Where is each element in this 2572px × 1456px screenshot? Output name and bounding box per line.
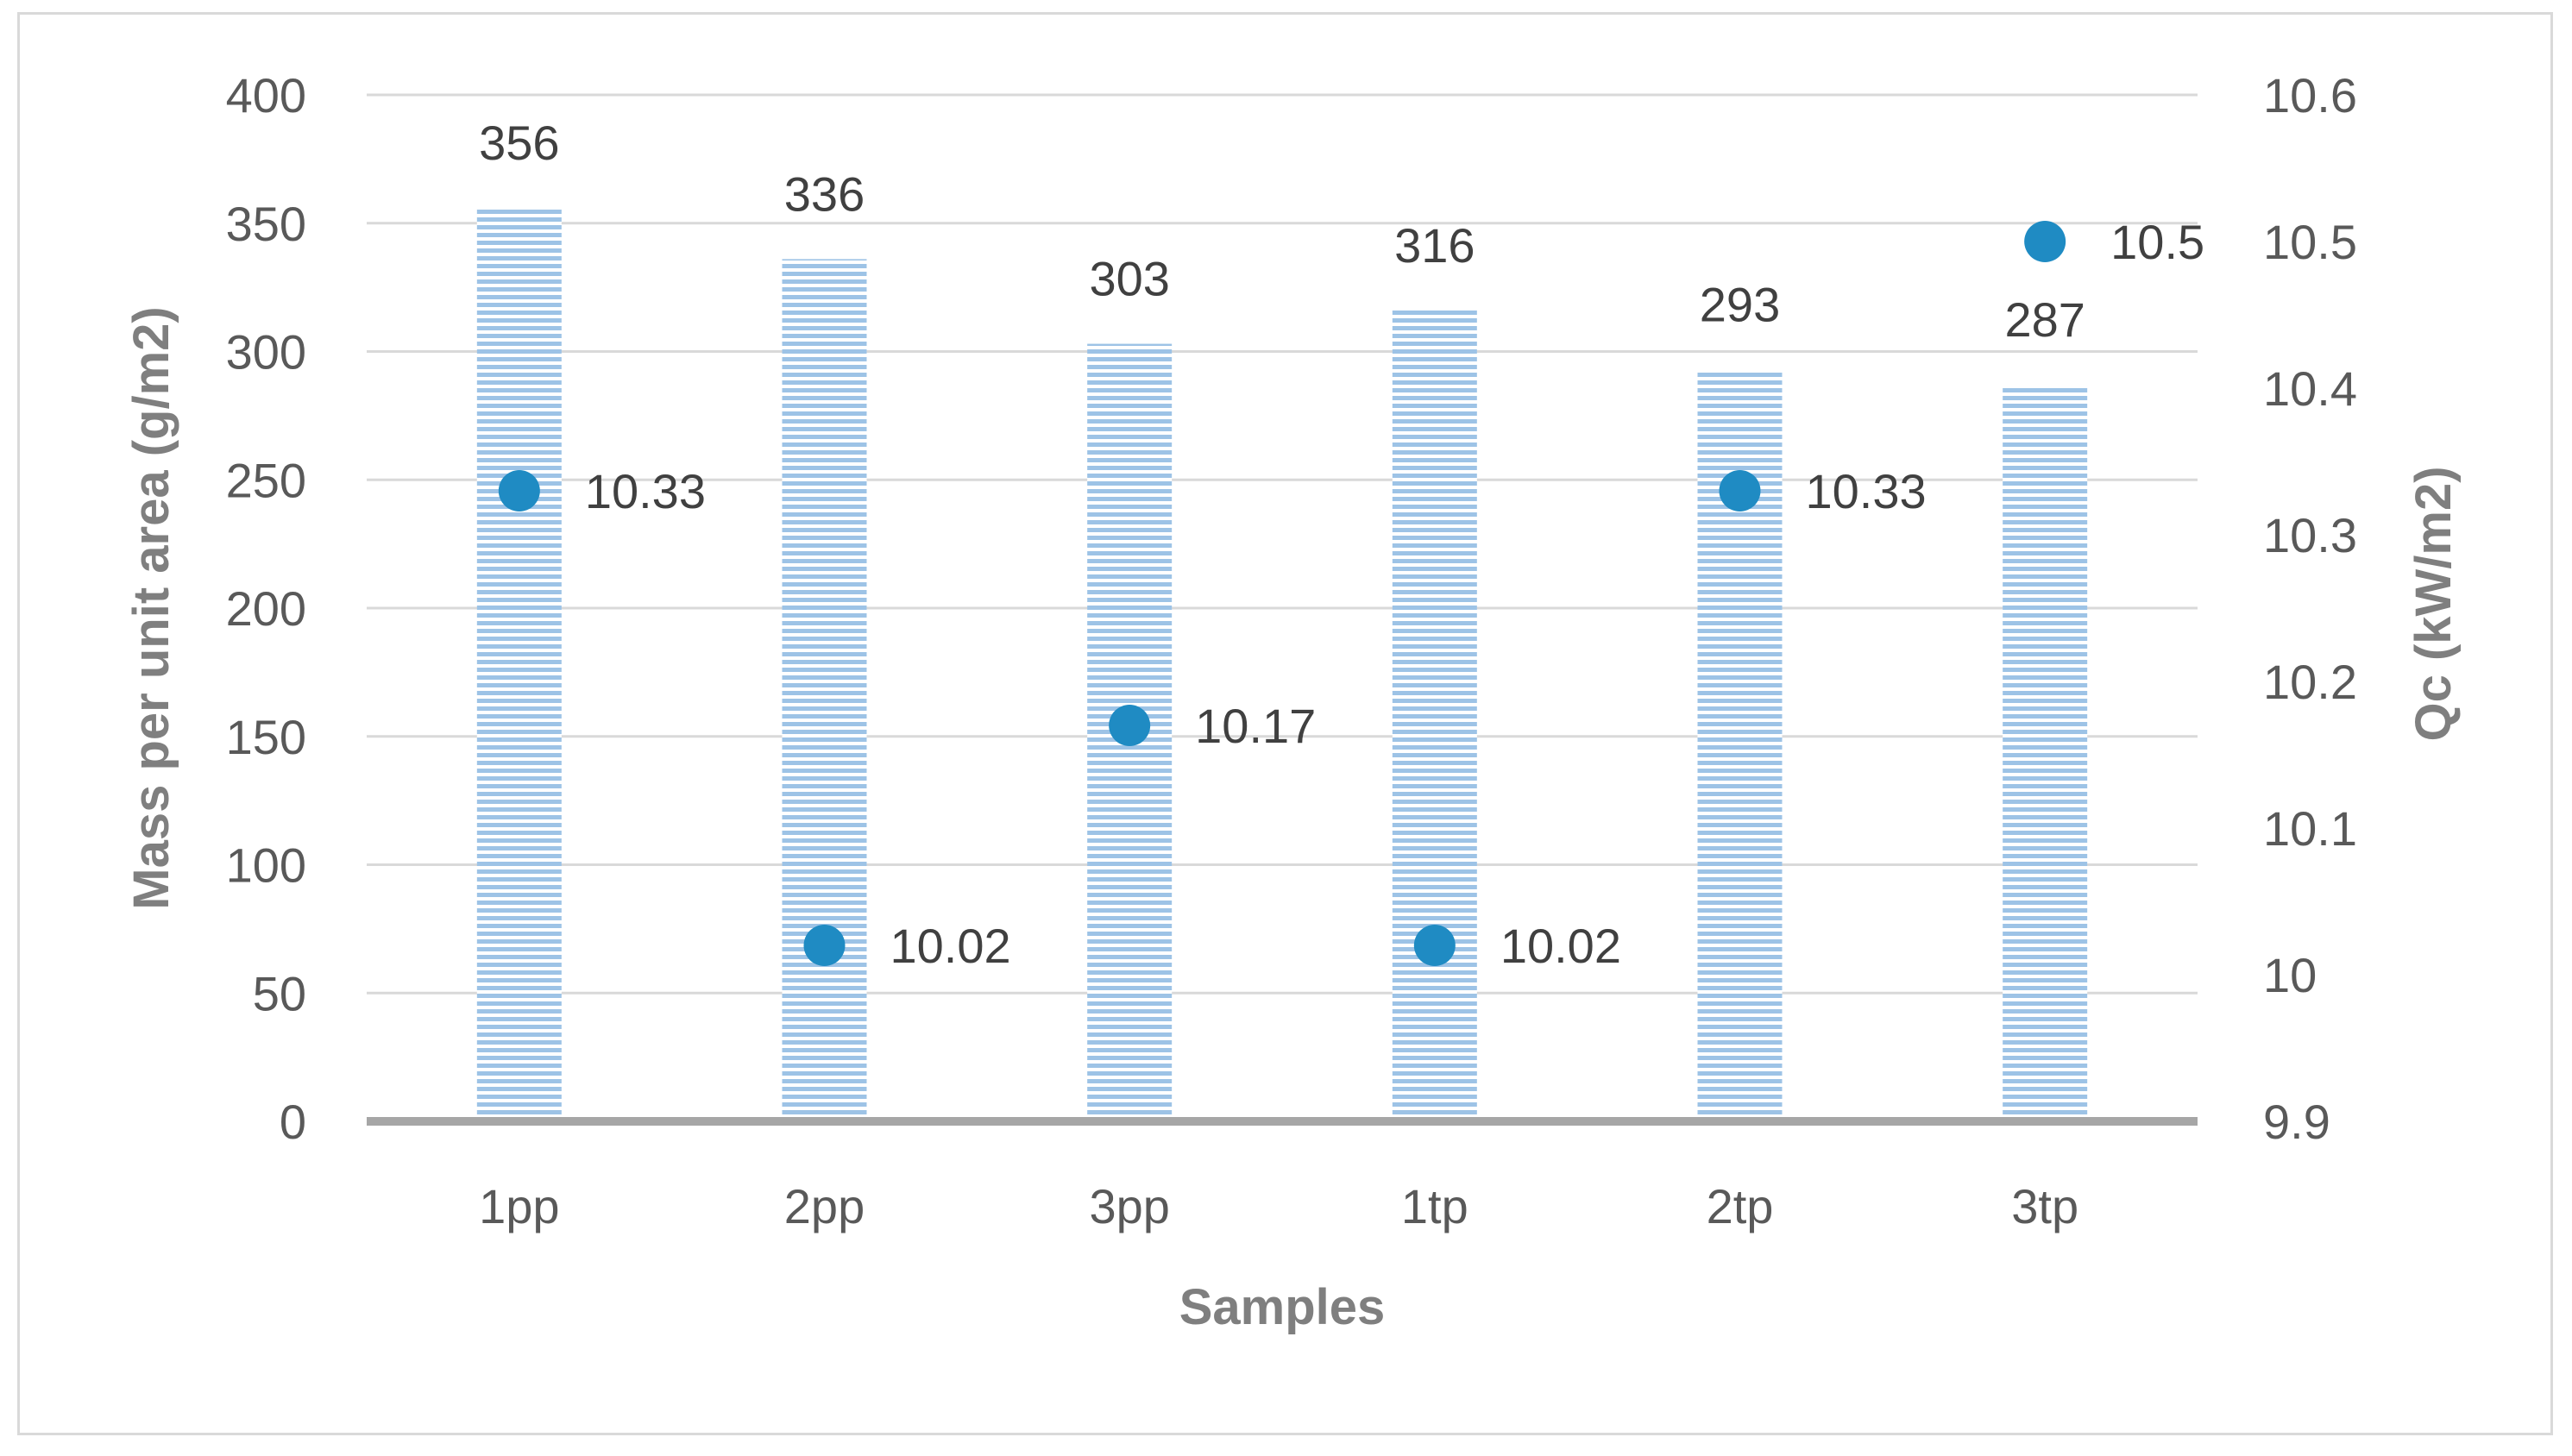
point-value-label: 10.02 <box>1500 919 1621 973</box>
y2-tick-label: 10.2 <box>2263 655 2357 709</box>
y-tick-label: 200 <box>226 581 306 636</box>
y-tick-label: 350 <box>226 197 306 251</box>
bar <box>476 207 562 1121</box>
y-tick-label: 0 <box>280 1095 306 1149</box>
point-value-label: 10.33 <box>585 464 706 518</box>
y2-tick-label: 10.4 <box>2263 361 2357 416</box>
scatter-point <box>2024 221 2066 262</box>
x-tick-label: 1tp <box>1401 1179 1468 1233</box>
y-axis-title: Mass per unit area (g/m2) <box>123 306 179 909</box>
scatter-point <box>1413 925 1456 966</box>
point-value-label: 10.17 <box>1195 699 1316 753</box>
y2-tick-label: 10.5 <box>2263 215 2357 269</box>
bar <box>782 259 867 1121</box>
bar-value-label: 293 <box>1700 277 1780 331</box>
y2-tick-label: 10.1 <box>2263 801 2357 856</box>
chart-frame <box>17 12 2553 1435</box>
bar-value-label: 316 <box>1394 218 1475 273</box>
scatter-point <box>1719 470 1761 511</box>
y-tick-label: 300 <box>226 325 306 380</box>
y2-tick-label: 10.3 <box>2263 508 2357 562</box>
y-tick-label: 150 <box>226 710 306 764</box>
bar-series <box>476 207 2088 1121</box>
bar <box>2003 385 2088 1121</box>
y2-tick-label: 9.9 <box>2263 1095 2330 1149</box>
bar <box>1392 310 1477 1121</box>
x-tick-label: 2tp <box>1707 1179 1774 1233</box>
point-value-label: 10.5 <box>2110 215 2204 269</box>
y2-tick-label: 10.6 <box>2263 68 2357 122</box>
y-tick-label: 250 <box>226 453 306 507</box>
data-labels: 356 336 303 316 293 287 10.33 10.02 10.17 10.02 10… <box>479 116 2204 973</box>
scatter-point <box>498 470 540 511</box>
y2-axis-title: Qc (kW/m2) <box>2405 466 2462 741</box>
bar-value-label: 336 <box>784 166 865 221</box>
x-tick-label: 3pp <box>1089 1179 1169 1233</box>
bar-value-label: 287 <box>2004 292 2085 347</box>
axes: 0 50 100 150 200 250 300 350 400 9.9 10 10.1 10.2 10.… <box>226 68 2357 1233</box>
y-tick-label: 400 <box>226 68 306 122</box>
point-value-label: 10.33 <box>1806 464 1927 518</box>
x-axis-title: Samples <box>1179 1279 1386 1335</box>
x-tick-label: 2pp <box>784 1179 865 1233</box>
bar-value-label: 303 <box>1089 252 1169 306</box>
scatter-point <box>1109 705 1151 746</box>
y-tick-label: 50 <box>253 966 306 1020</box>
bar-value-label: 356 <box>479 116 559 170</box>
scatter-series <box>498 221 2066 966</box>
x-tick-label: 1pp <box>479 1179 559 1233</box>
gridlines <box>367 93 2198 995</box>
y-tick-label: 100 <box>226 838 306 893</box>
point-value-label: 10.02 <box>890 919 1011 973</box>
y2-tick-label: 10 <box>2263 948 2317 1002</box>
x-tick-label: 3tp <box>2011 1179 2078 1233</box>
scatter-point <box>803 925 846 966</box>
